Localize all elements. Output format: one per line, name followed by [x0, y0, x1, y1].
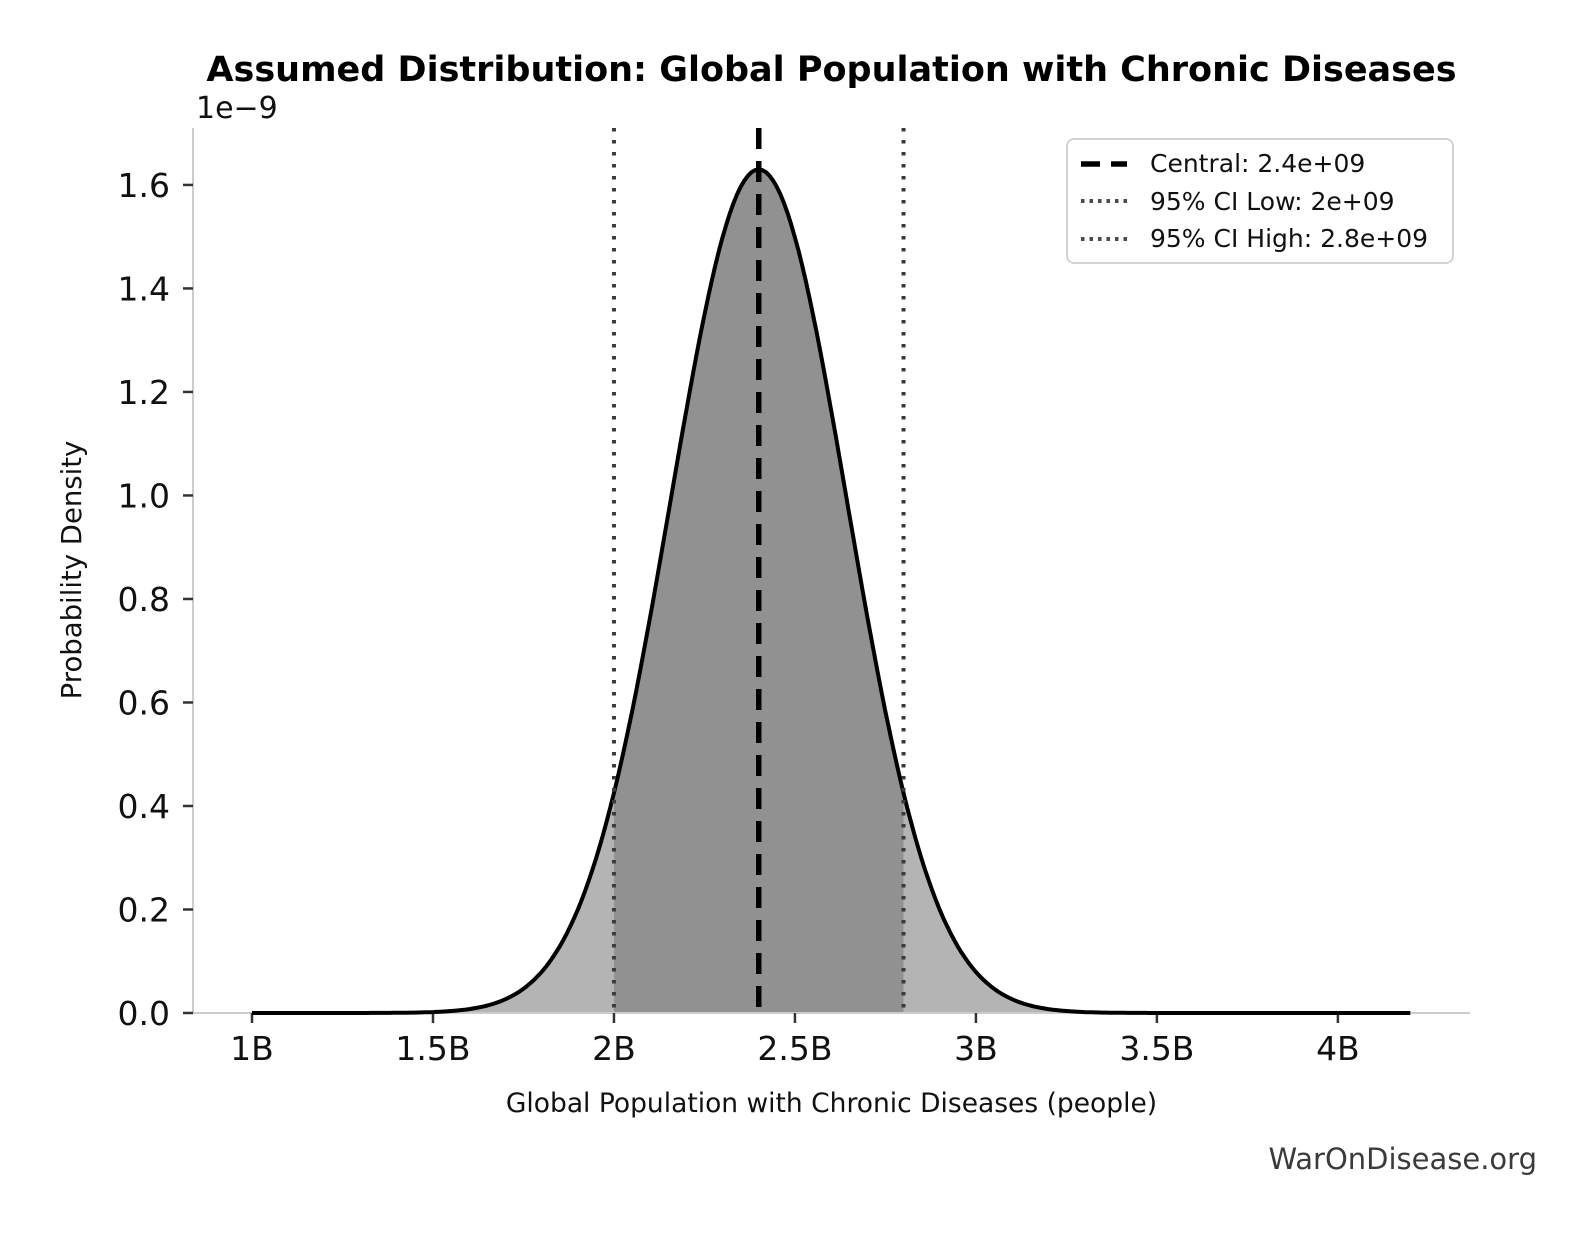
legend-item-central: Central: 2.4e+09 [1080, 146, 1442, 182]
x-tick-label: 3.5B [1119, 1029, 1194, 1068]
chart-title: Assumed Distribution: Global Population … [206, 50, 1457, 90]
y-tick-label: 0.8 [118, 580, 170, 619]
legend-item-label: Central: 2.4e+09 [1150, 149, 1366, 178]
legend-item-ci-low: 95% CI Low: 2e+09 [1080, 183, 1442, 219]
x-tick-label: 1.5B [395, 1029, 470, 1068]
y-tick-label: 0.6 [118, 683, 170, 722]
y-tick-label: 1.0 [118, 476, 170, 515]
legend: Central: 2.4e+09 95% CI Low: 2e+09 95% C… [1066, 138, 1454, 264]
y-axis-offset-label: 1e−9 [196, 91, 278, 126]
y-tick-label: 1.2 [118, 373, 170, 412]
x-tick-label: 2B [592, 1029, 636, 1068]
x-tick-label: 4B [1316, 1029, 1360, 1068]
density-curve [252, 167, 1411, 1015]
y-axis-label: Probability Density [56, 440, 88, 700]
watermark-text: WarOnDisease.org [1268, 1142, 1537, 1176]
x-tick-label: 3B [954, 1029, 998, 1068]
dotted-line-icon [1081, 199, 1127, 203]
y-tick-label: 1.4 [118, 269, 170, 308]
legend-item-label: 95% CI High: 2.8e+09 [1150, 224, 1429, 253]
legend-item-label: 95% CI Low: 2e+09 [1150, 186, 1395, 216]
x-axis-label: Global Population with Chronic Diseases … [505, 1088, 1158, 1119]
y-tick-label: 0.2 [118, 890, 170, 929]
y-tick-label: 0.0 [118, 994, 170, 1033]
y-tick-label: 0.4 [118, 787, 170, 826]
x-tick-label: 1B [230, 1029, 274, 1068]
x-tick-label: 2.5B [757, 1029, 832, 1068]
legend-item-ci-high: 95% CI High: 2.8e+09 [1080, 221, 1442, 257]
dashed-line-icon [1081, 160, 1127, 167]
dotted-line-icon [1081, 236, 1127, 241]
y-tick-label: 1.6 [118, 166, 170, 205]
